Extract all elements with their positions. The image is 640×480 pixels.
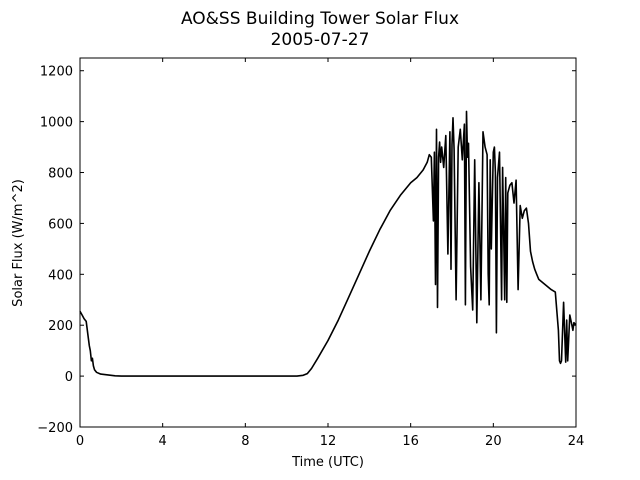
y-tick-label: 600 xyxy=(48,217,73,232)
y-tick-label: −200 xyxy=(37,421,73,436)
x-axis-label: Time (UTC) xyxy=(291,455,364,470)
y-tick-label: 0 xyxy=(65,370,73,385)
x-tick-label: 16 xyxy=(402,434,419,449)
x-tick-label: 0 xyxy=(76,434,84,449)
y-axis-ticks: −200 0 200 400 600 800 1000 1200 xyxy=(37,65,576,436)
x-tick-label: 20 xyxy=(485,434,502,449)
x-tick-label: 4 xyxy=(159,434,167,449)
x-axis-ticks: 0 4 8 12 16 20 24 xyxy=(76,58,584,449)
y-tick-label: 800 xyxy=(48,167,73,182)
x-tick-label: 24 xyxy=(568,434,585,449)
chart-subtitle: 2005-07-27 xyxy=(271,30,370,50)
y-tick-label: 400 xyxy=(48,268,73,283)
y-axis-label: Solar Flux (W/m^2) xyxy=(11,179,26,307)
y-tick-label: 1000 xyxy=(40,116,73,131)
solar-flux-line xyxy=(79,110,577,377)
x-tick-label: 12 xyxy=(320,434,337,449)
x-tick-label: 8 xyxy=(241,434,249,449)
y-tick-label: 200 xyxy=(48,319,73,334)
chart-title: AO&SS Building Tower Solar Flux xyxy=(181,9,459,29)
y-tick-label: 1200 xyxy=(40,65,73,80)
